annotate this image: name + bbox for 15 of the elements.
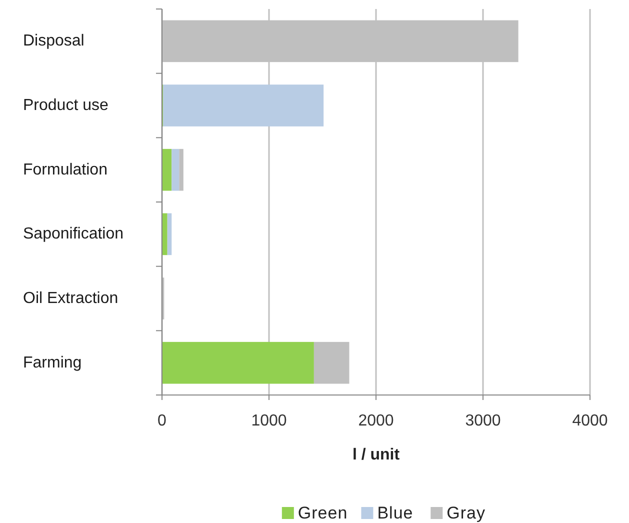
x-tick-label: 4000	[572, 412, 608, 430]
y-tick-label: Oil Extraction	[23, 290, 118, 307]
x-tick-label: 3000	[465, 412, 501, 430]
y-tick-label: Farming	[23, 354, 82, 372]
x-axis-title: l / unit	[352, 446, 400, 464]
y-tick-label: Disposal	[23, 32, 84, 50]
x-tick-label: 0	[158, 412, 167, 430]
y-tick-label: Product use	[23, 97, 108, 114]
x-tick-label: 2000	[358, 412, 394, 430]
legend-label: Gray	[446, 504, 486, 522]
legend-label: Blue	[377, 504, 414, 522]
y-tick-label: Formulation	[23, 161, 108, 178]
x-tick-label: 1000	[251, 412, 287, 430]
legend-label: Green	[298, 504, 348, 522]
y-tick-label: Saponification	[23, 226, 124, 243]
